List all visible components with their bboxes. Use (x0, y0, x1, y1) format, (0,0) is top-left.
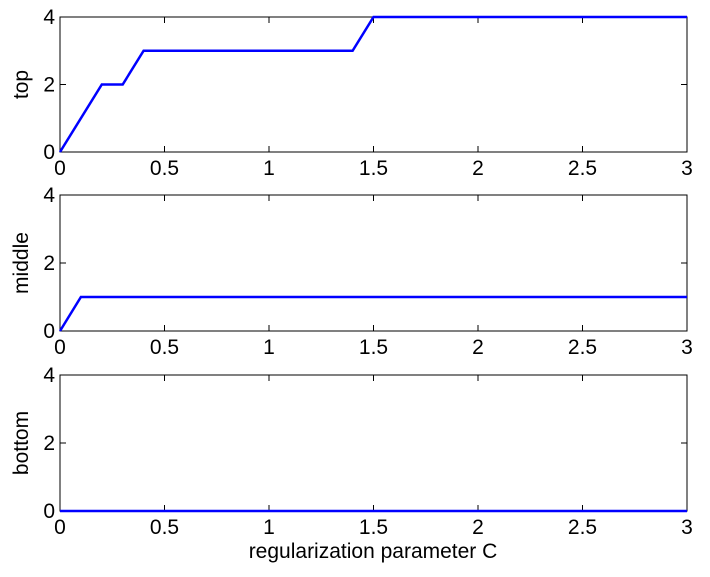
x-tick-label: 2.5 (568, 336, 597, 359)
y-tick-label: 4 (43, 364, 55, 387)
y-axis-label: top (10, 70, 33, 99)
x-tick-label: 1.5 (359, 157, 388, 180)
x-axis-label: regularization parameter C (249, 540, 498, 563)
x-tick-label: 3 (681, 157, 693, 180)
y-tick-label: 4 (43, 6, 55, 29)
x-tick-label: 0.5 (150, 336, 179, 359)
x-tick-label: 1 (263, 336, 275, 359)
plot-frame (59, 16, 688, 153)
y-axis-label: middle (10, 232, 33, 294)
x-tick-label: 2.5 (568, 516, 597, 539)
plot-frame (59, 194, 688, 332)
x-tick-label: 3 (681, 516, 693, 539)
plot-frame (59, 374, 688, 512)
x-tick-label: 0 (54, 157, 66, 180)
panel-top: 0 0.5 1 1.5 2 2.5 3 0 2 4 top (10, 6, 693, 180)
x-tick-label: 2.5 (568, 157, 597, 180)
x-tick-label: 2 (472, 516, 484, 539)
y-tick-label: 0 (43, 500, 55, 523)
panel-bottom: 0 0.5 1 1.5 2 2.5 3 0 2 4 bottom (10, 364, 693, 539)
x-tick-label: 0 (54, 516, 66, 539)
y-tick-label: 2 (43, 74, 55, 97)
x-tick-label: 1 (263, 157, 275, 180)
x-tick-label: 0 (54, 336, 66, 359)
x-tick-label: 2 (472, 157, 484, 180)
x-tick-label: 0.5 (150, 516, 179, 539)
x-tick-label: 0.5 (150, 157, 179, 180)
panel-middle: 0 0.5 1 1.5 2 2.5 3 0 2 4 middle (10, 184, 693, 359)
x-tick-label: 1.5 (359, 336, 388, 359)
y-tick-label: 0 (43, 320, 55, 343)
series-line (58, 295, 687, 332)
y-tick-label: 2 (43, 432, 55, 455)
x-tick-label: 2 (472, 336, 484, 359)
x-tick-label: 1 (263, 516, 275, 539)
x-tick-label: 3 (681, 336, 693, 359)
y-tick-label: 4 (43, 184, 55, 207)
y-tick-label: 2 (43, 252, 55, 275)
x-tick-label: 1.5 (359, 516, 388, 539)
y-axis-label: bottom (10, 411, 33, 475)
series-line (58, 15, 687, 153)
y-tick-label: 0 (43, 141, 55, 164)
